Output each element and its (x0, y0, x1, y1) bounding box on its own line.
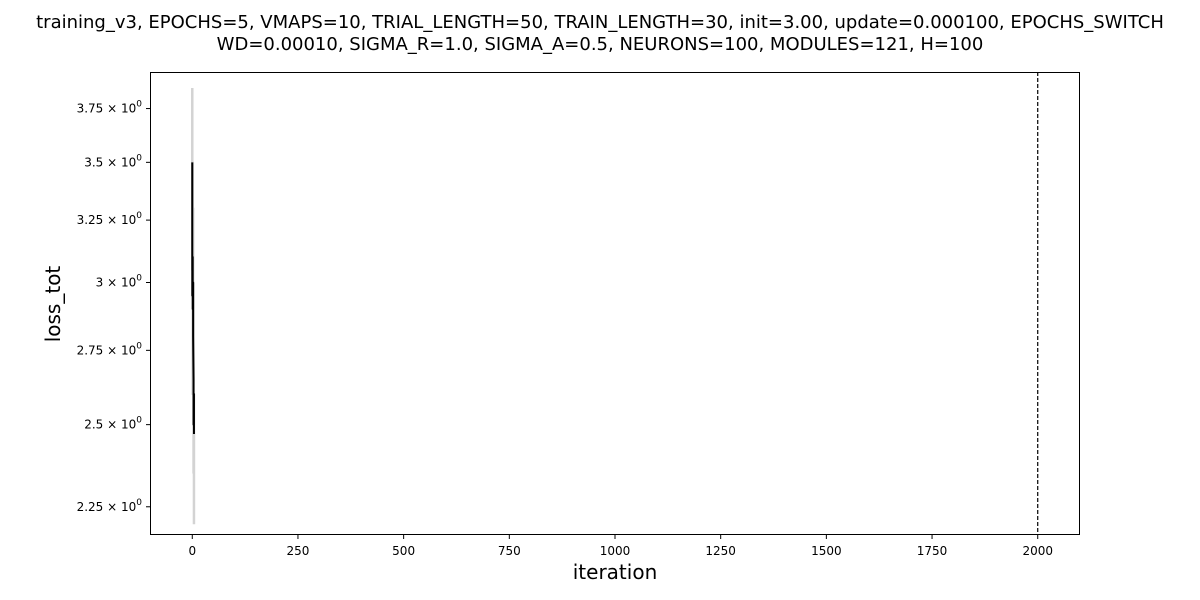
x-tick-label: 500 (392, 544, 415, 558)
x-tick-label: 1500 (811, 544, 842, 558)
x-tick-label: 1000 (600, 544, 631, 558)
y-tick-label: 3.5 × 100 (84, 153, 142, 169)
y-tick-label: 2.75 × 100 (77, 341, 143, 357)
x-axis-label: iteration (573, 560, 658, 584)
title-line-1: training_v3, EPOCHS=5, VMAPS=10, TRIAL_L… (36, 12, 1164, 33)
x-axis-ticks: 0 250 500 750 1000 1250 1500 1750 2000 (188, 535, 1053, 558)
x-tick-label: 1750 (917, 544, 948, 558)
y-tick-label: 2.5 × 100 (84, 416, 142, 432)
x-tick-label: 0 (188, 544, 196, 558)
series-line-smoothed (191, 162, 195, 435)
y-axis-ticks: 2.25 × 100 2.5 × 100 2.75 × 100 3 × 100 3.25… (77, 100, 150, 514)
title-line-2: WD=0.00010, SIGMA_R=1.0, SIGMA_A=0.5, NE… (217, 34, 984, 55)
x-tick-label: 250 (287, 544, 310, 558)
x-tick-label: 750 (498, 544, 521, 558)
plot-frame (150, 72, 1080, 535)
y-axis-label: loss_tot (41, 266, 65, 343)
x-tick-label: 2000 (1022, 544, 1053, 558)
y-tick-label: 3.75 × 100 (77, 100, 143, 116)
y-tick-label: 2.25 × 100 (77, 498, 143, 514)
chart-title: training_v3, EPOCHS=5, VMAPS=10, TRIAL_L… (36, 12, 1164, 55)
y-tick-label: 3.25 × 100 (77, 211, 143, 227)
plot-layer (191, 72, 1039, 535)
x-tick-label: 1250 (705, 544, 736, 558)
y-tick-label: 3 × 100 (96, 274, 143, 290)
